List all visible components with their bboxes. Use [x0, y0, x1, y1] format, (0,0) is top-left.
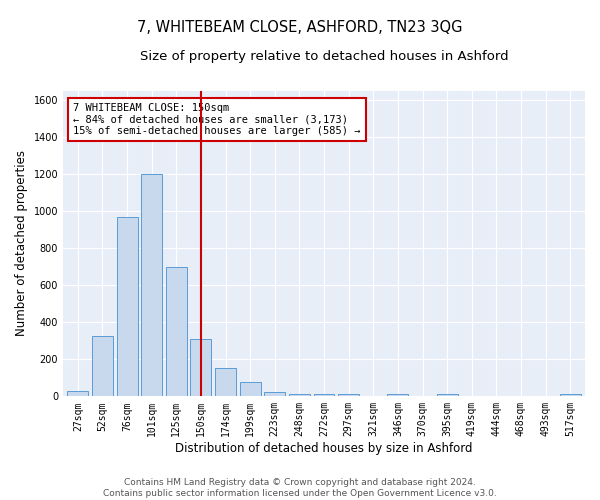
- Bar: [388, 394, 409, 396]
- Bar: [239, 382, 260, 396]
- Bar: [92, 336, 113, 396]
- Text: 7 WHITEBEAM CLOSE: 150sqm
← 84% of detached houses are smaller (3,173)
15% of se: 7 WHITEBEAM CLOSE: 150sqm ← 84% of detac…: [73, 103, 361, 136]
- Bar: [67, 392, 88, 396]
- Bar: [116, 216, 137, 396]
- Bar: [166, 266, 187, 396]
- Title: Size of property relative to detached houses in Ashford: Size of property relative to detached ho…: [140, 50, 508, 63]
- Bar: [338, 394, 359, 396]
- Bar: [190, 340, 211, 396]
- Text: 7, WHITEBEAM CLOSE, ASHFORD, TN23 3QG: 7, WHITEBEAM CLOSE, ASHFORD, TN23 3QG: [137, 20, 463, 35]
- Bar: [265, 392, 285, 396]
- X-axis label: Distribution of detached houses by size in Ashford: Distribution of detached houses by size …: [175, 442, 473, 455]
- Bar: [314, 394, 334, 396]
- Bar: [560, 394, 581, 396]
- Text: Contains HM Land Registry data © Crown copyright and database right 2024.
Contai: Contains HM Land Registry data © Crown c…: [103, 478, 497, 498]
- Bar: [289, 394, 310, 396]
- Bar: [141, 174, 162, 396]
- Y-axis label: Number of detached properties: Number of detached properties: [15, 150, 28, 336]
- Bar: [437, 394, 458, 396]
- Bar: [215, 368, 236, 396]
